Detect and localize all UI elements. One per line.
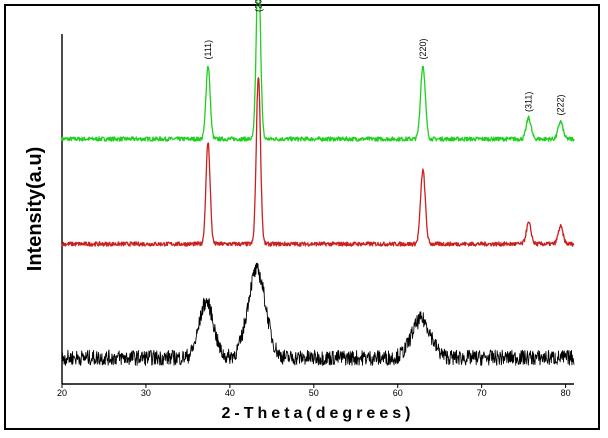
x-tick-label: 20 <box>57 388 67 398</box>
x-tick-label: 30 <box>141 388 151 398</box>
peak-label: (311) <box>524 92 534 112</box>
y-axis-title: Intensity(a.u) <box>24 147 46 271</box>
x-tick-label: 60 <box>393 388 403 398</box>
series-line <box>61 0 575 142</box>
x-tick-label: 40 <box>225 388 235 398</box>
x-tick-label: 70 <box>477 388 487 398</box>
series-line <box>61 262 575 366</box>
peak-label: (220) <box>418 38 428 59</box>
x-axis-title: 2-Theta(degrees) <box>222 405 415 422</box>
peak-label: (200) <box>253 0 263 12</box>
peak-label: (222) <box>556 94 566 115</box>
peak-label: (111) <box>203 40 213 60</box>
x-tick-label: 80 <box>561 388 571 398</box>
x-tick-label: 50 <box>309 388 319 398</box>
series-line <box>61 77 575 247</box>
